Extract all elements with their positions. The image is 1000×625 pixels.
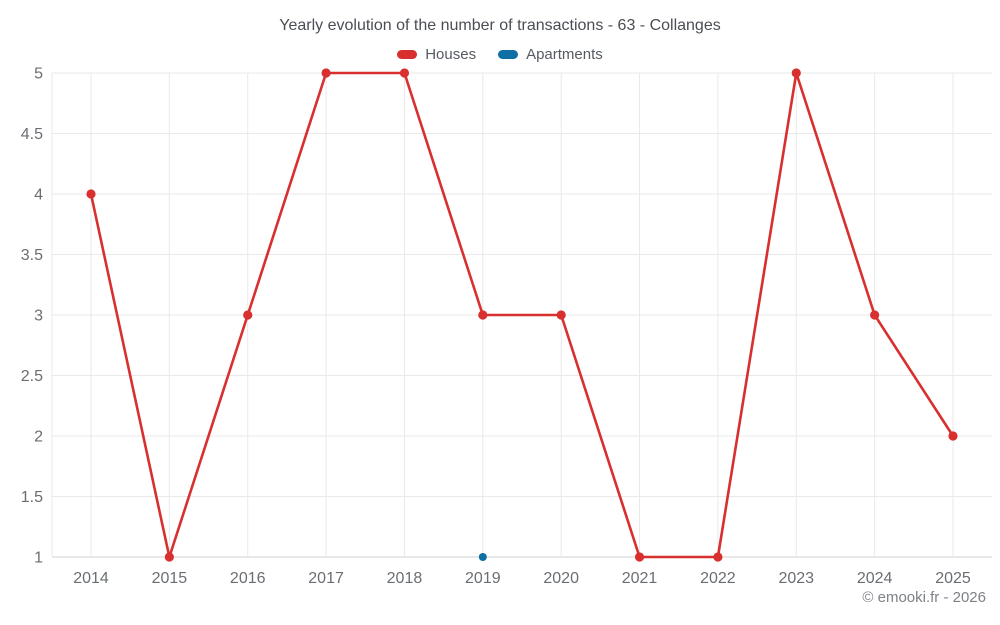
chart-title: Yearly evolution of the number of transa…	[279, 17, 721, 34]
x-tick-label: 2016	[230, 570, 266, 587]
x-tick-label: 2023	[778, 570, 814, 587]
data-point-houses[interactable]	[791, 68, 801, 78]
copyright: © emooki.fr - 2026	[862, 589, 986, 606]
data-point-houses[interactable]	[478, 310, 488, 320]
x-tick-label: 2014	[73, 570, 109, 587]
y-tick-label: 2.5	[21, 368, 43, 385]
data-point-houses[interactable]	[713, 552, 723, 562]
data-point-houses[interactable]	[870, 310, 880, 320]
data-point-houses[interactable]	[948, 431, 958, 441]
data-point-houses[interactable]	[634, 552, 645, 562]
chart-legend: Houses Apartments	[0, 46, 1000, 63]
legend-item-houses[interactable]: Houses	[397, 46, 476, 63]
x-tick-label: 2017	[308, 570, 344, 587]
data-point-houses[interactable]	[556, 310, 566, 320]
data-point-houses[interactable]	[86, 189, 96, 199]
data-point-apartments[interactable]	[478, 553, 487, 561]
y-tick-label: 1.5	[21, 489, 43, 506]
x-tick-label: 2021	[622, 570, 658, 587]
y-tick-label: 5	[34, 66, 43, 83]
x-tick-label: 2018	[387, 570, 423, 587]
series-line-houses	[89, 71, 955, 559]
y-tick-label: 2	[34, 429, 43, 446]
x-tick-label: 2024	[857, 570, 893, 587]
legend-item-apartments[interactable]: Apartments	[498, 46, 603, 63]
x-tick-label: 2022	[700, 570, 736, 587]
y-tick-label: 1	[34, 550, 43, 567]
x-tick-label: 2015	[152, 570, 188, 587]
data-point-houses[interactable]	[164, 552, 174, 562]
legend-swatch-icon	[397, 50, 418, 59]
y-tick-label: 4.5	[21, 126, 43, 143]
x-tick-label: 2019	[465, 570, 501, 587]
legend-label: Houses	[425, 46, 477, 63]
data-point-houses[interactable]	[399, 68, 410, 78]
legend-label: Apartments	[526, 46, 603, 63]
x-tick-label: 2020	[543, 570, 579, 587]
y-tick-label: 3	[34, 308, 43, 325]
data-point-houses[interactable]	[243, 310, 253, 320]
y-tick-label: 4	[34, 187, 43, 204]
y-tick-label: 3.5	[21, 247, 43, 264]
data-point-houses[interactable]	[321, 68, 331, 78]
legend-swatch-icon	[498, 50, 519, 59]
x-tick-label: 2025	[935, 570, 971, 587]
